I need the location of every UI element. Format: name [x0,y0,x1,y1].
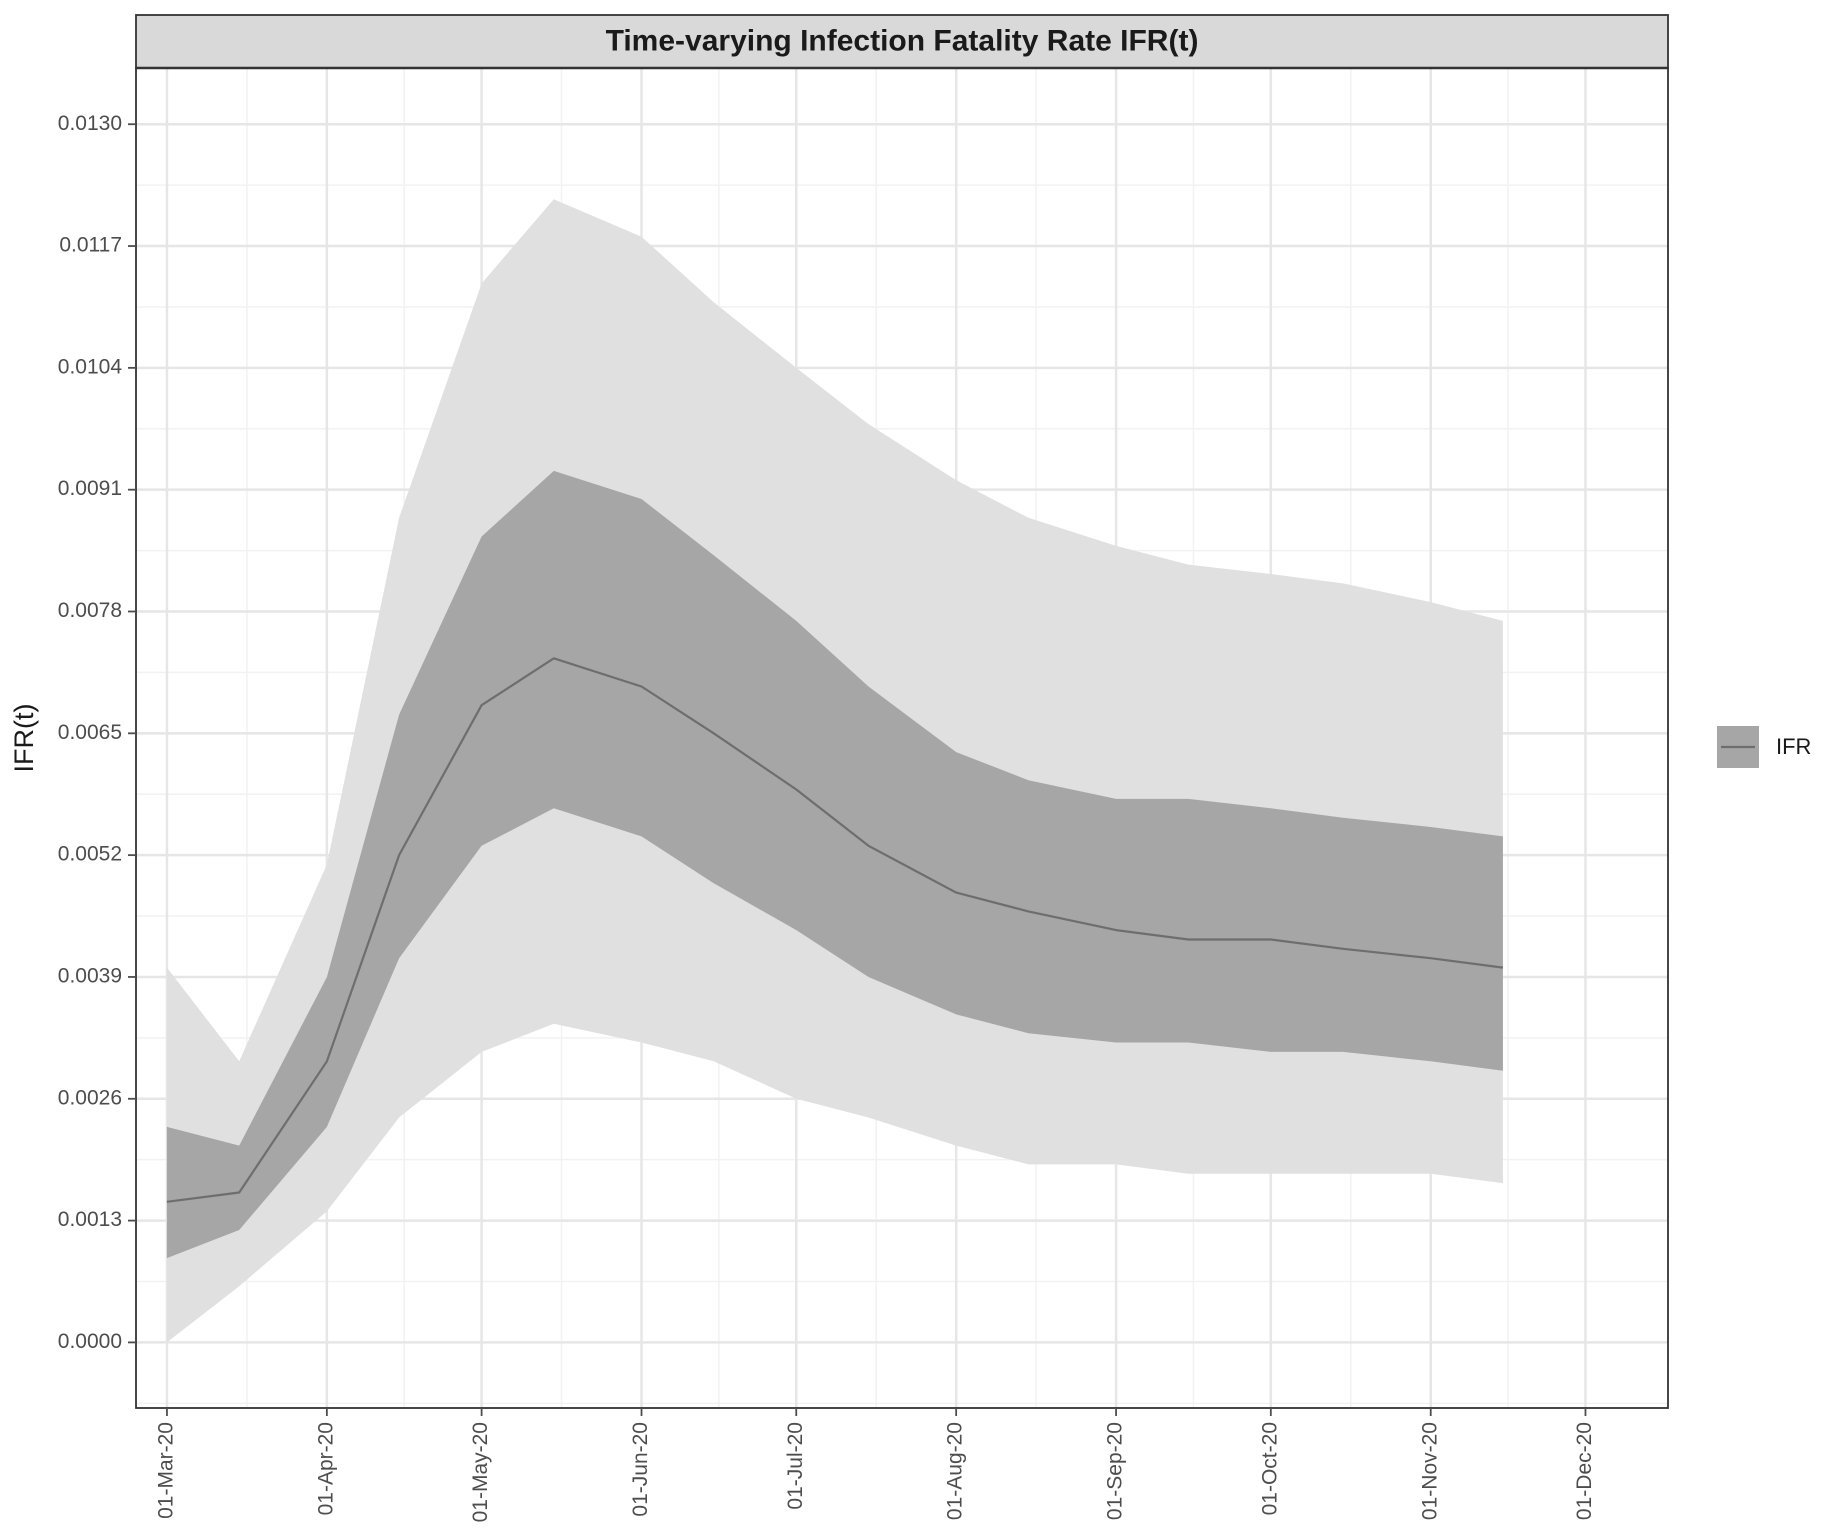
y-tick-label: 0.0065 [58,721,122,744]
x-tick-label: 01-Sep-20 [1104,1422,1127,1520]
chart-title: Time-varying Infection Fatality Rate IFR… [606,24,1199,57]
series-lines [166,657,1504,1203]
x-tick-label: 01-Mar-20 [154,1422,177,1519]
x-tick-label: 01-Aug-20 [944,1422,967,1520]
y-tick-label: 0.0013 [58,1208,122,1231]
x-tick-label: 01-May-20 [469,1422,492,1522]
title-strip-background [135,14,1669,69]
y-axis: 0.0000 0.0013 0.0026 0.0039 0.0052 0.0065 0.00… [58,112,136,1353]
y-axis-title: IFR(t) [9,704,39,773]
credible-bands [166,199,1503,1343]
ifr-median-line [166,657,1504,1203]
y-tick-label: 0.0000 [58,1330,122,1353]
inner-credible-band [166,470,1503,1259]
legend-label-ifr: IFR [1776,734,1811,759]
y-tick-label: 0.0052 [58,843,122,866]
x-tick-label: 01-Nov-20 [1418,1422,1441,1520]
y-tick-label: 0.0078 [58,599,122,622]
x-tick-label: 01-Dec-20 [1573,1422,1596,1520]
y-tick-label: 0.0091 [58,477,122,500]
y-tick-label: 0.0104 [58,355,123,378]
x-tick-label: 01-Oct-20 [1258,1422,1281,1515]
legend: IFR [1717,726,1811,768]
x-tick-label: 01-Jul-20 [784,1422,807,1510]
y-tick-label: 0.0039 [58,964,122,987]
title-strip: Time-varying Infection Fatality Rate IFR… [135,14,1669,70]
y-tick-label: 0.0130 [58,112,122,135]
x-tick-label: 01-Apr-20 [314,1422,337,1515]
x-axis: 01-Mar-20 01-Apr-20 01-May-20 01-Jun-20 01-J… [154,1408,1596,1522]
y-tick-label: 0.0117 [59,234,122,257]
y-tick-label: 0.0026 [58,1086,122,1109]
x-tick-label: 01-Jun-20 [629,1422,652,1517]
